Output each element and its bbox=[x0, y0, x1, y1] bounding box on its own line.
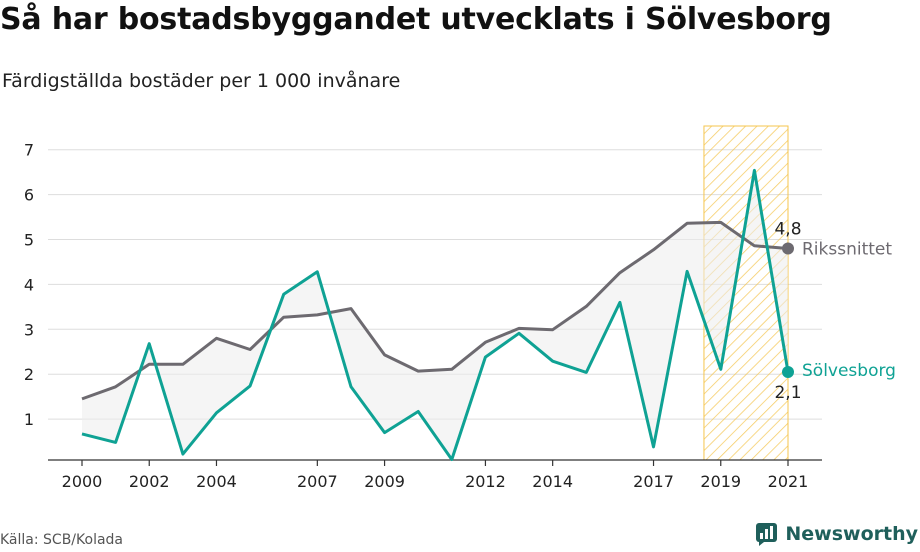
x-tick-label: 2017 bbox=[633, 472, 674, 491]
source-note: Källa: SCB/Kolada bbox=[0, 532, 124, 548]
rikssnittet-series-label: Rikssnittet bbox=[802, 239, 892, 259]
y-tick-label: 4 bbox=[24, 275, 34, 294]
series-line-rikssnittet bbox=[81, 220, 789, 401]
solvesborg-end-point bbox=[782, 365, 794, 378]
rikssnittet-value-label: 4,8 bbox=[774, 219, 801, 239]
x-tick-label: 2021 bbox=[768, 472, 809, 491]
x-tick-label: 2000 bbox=[62, 472, 103, 491]
y-tick-label: 6 bbox=[24, 186, 34, 205]
series-line-solvesborg bbox=[81, 168, 790, 461]
y-tick-label: 7 bbox=[24, 141, 34, 160]
x-tick-label: 2012 bbox=[465, 472, 506, 491]
x-tick-label: 2004 bbox=[196, 472, 237, 491]
newsworthy-logo-icon bbox=[756, 523, 778, 546]
x-tick-label: 2019 bbox=[700, 472, 741, 491]
x-tick-label: 2002 bbox=[129, 472, 170, 491]
y-tick-label: 2 bbox=[24, 365, 34, 384]
x-tick-label: 2014 bbox=[532, 472, 573, 491]
rikssnittet-end-point bbox=[782, 242, 794, 255]
x-tick-label: 2007 bbox=[297, 472, 338, 491]
chart-subtitle: Färdigställda bostäder per 1 000 invånar… bbox=[2, 70, 401, 92]
brand-name: Newsworthy bbox=[785, 523, 918, 545]
newsworthy-logo: Newsworthy bbox=[755, 522, 918, 546]
y-tick-label: 5 bbox=[24, 231, 34, 250]
solvesborg-value-label: 2,1 bbox=[774, 383, 801, 403]
chart-title: Så har bostadsbyggandet utvecklats i Söl… bbox=[0, 2, 832, 37]
x-tick-label: 2009 bbox=[364, 472, 405, 491]
y-tick-label: 1 bbox=[24, 410, 34, 429]
y-tick-label: 3 bbox=[24, 320, 34, 339]
between-series-area bbox=[82, 170, 788, 460]
solvesborg-series-label: Sölvesborg bbox=[802, 361, 896, 381]
